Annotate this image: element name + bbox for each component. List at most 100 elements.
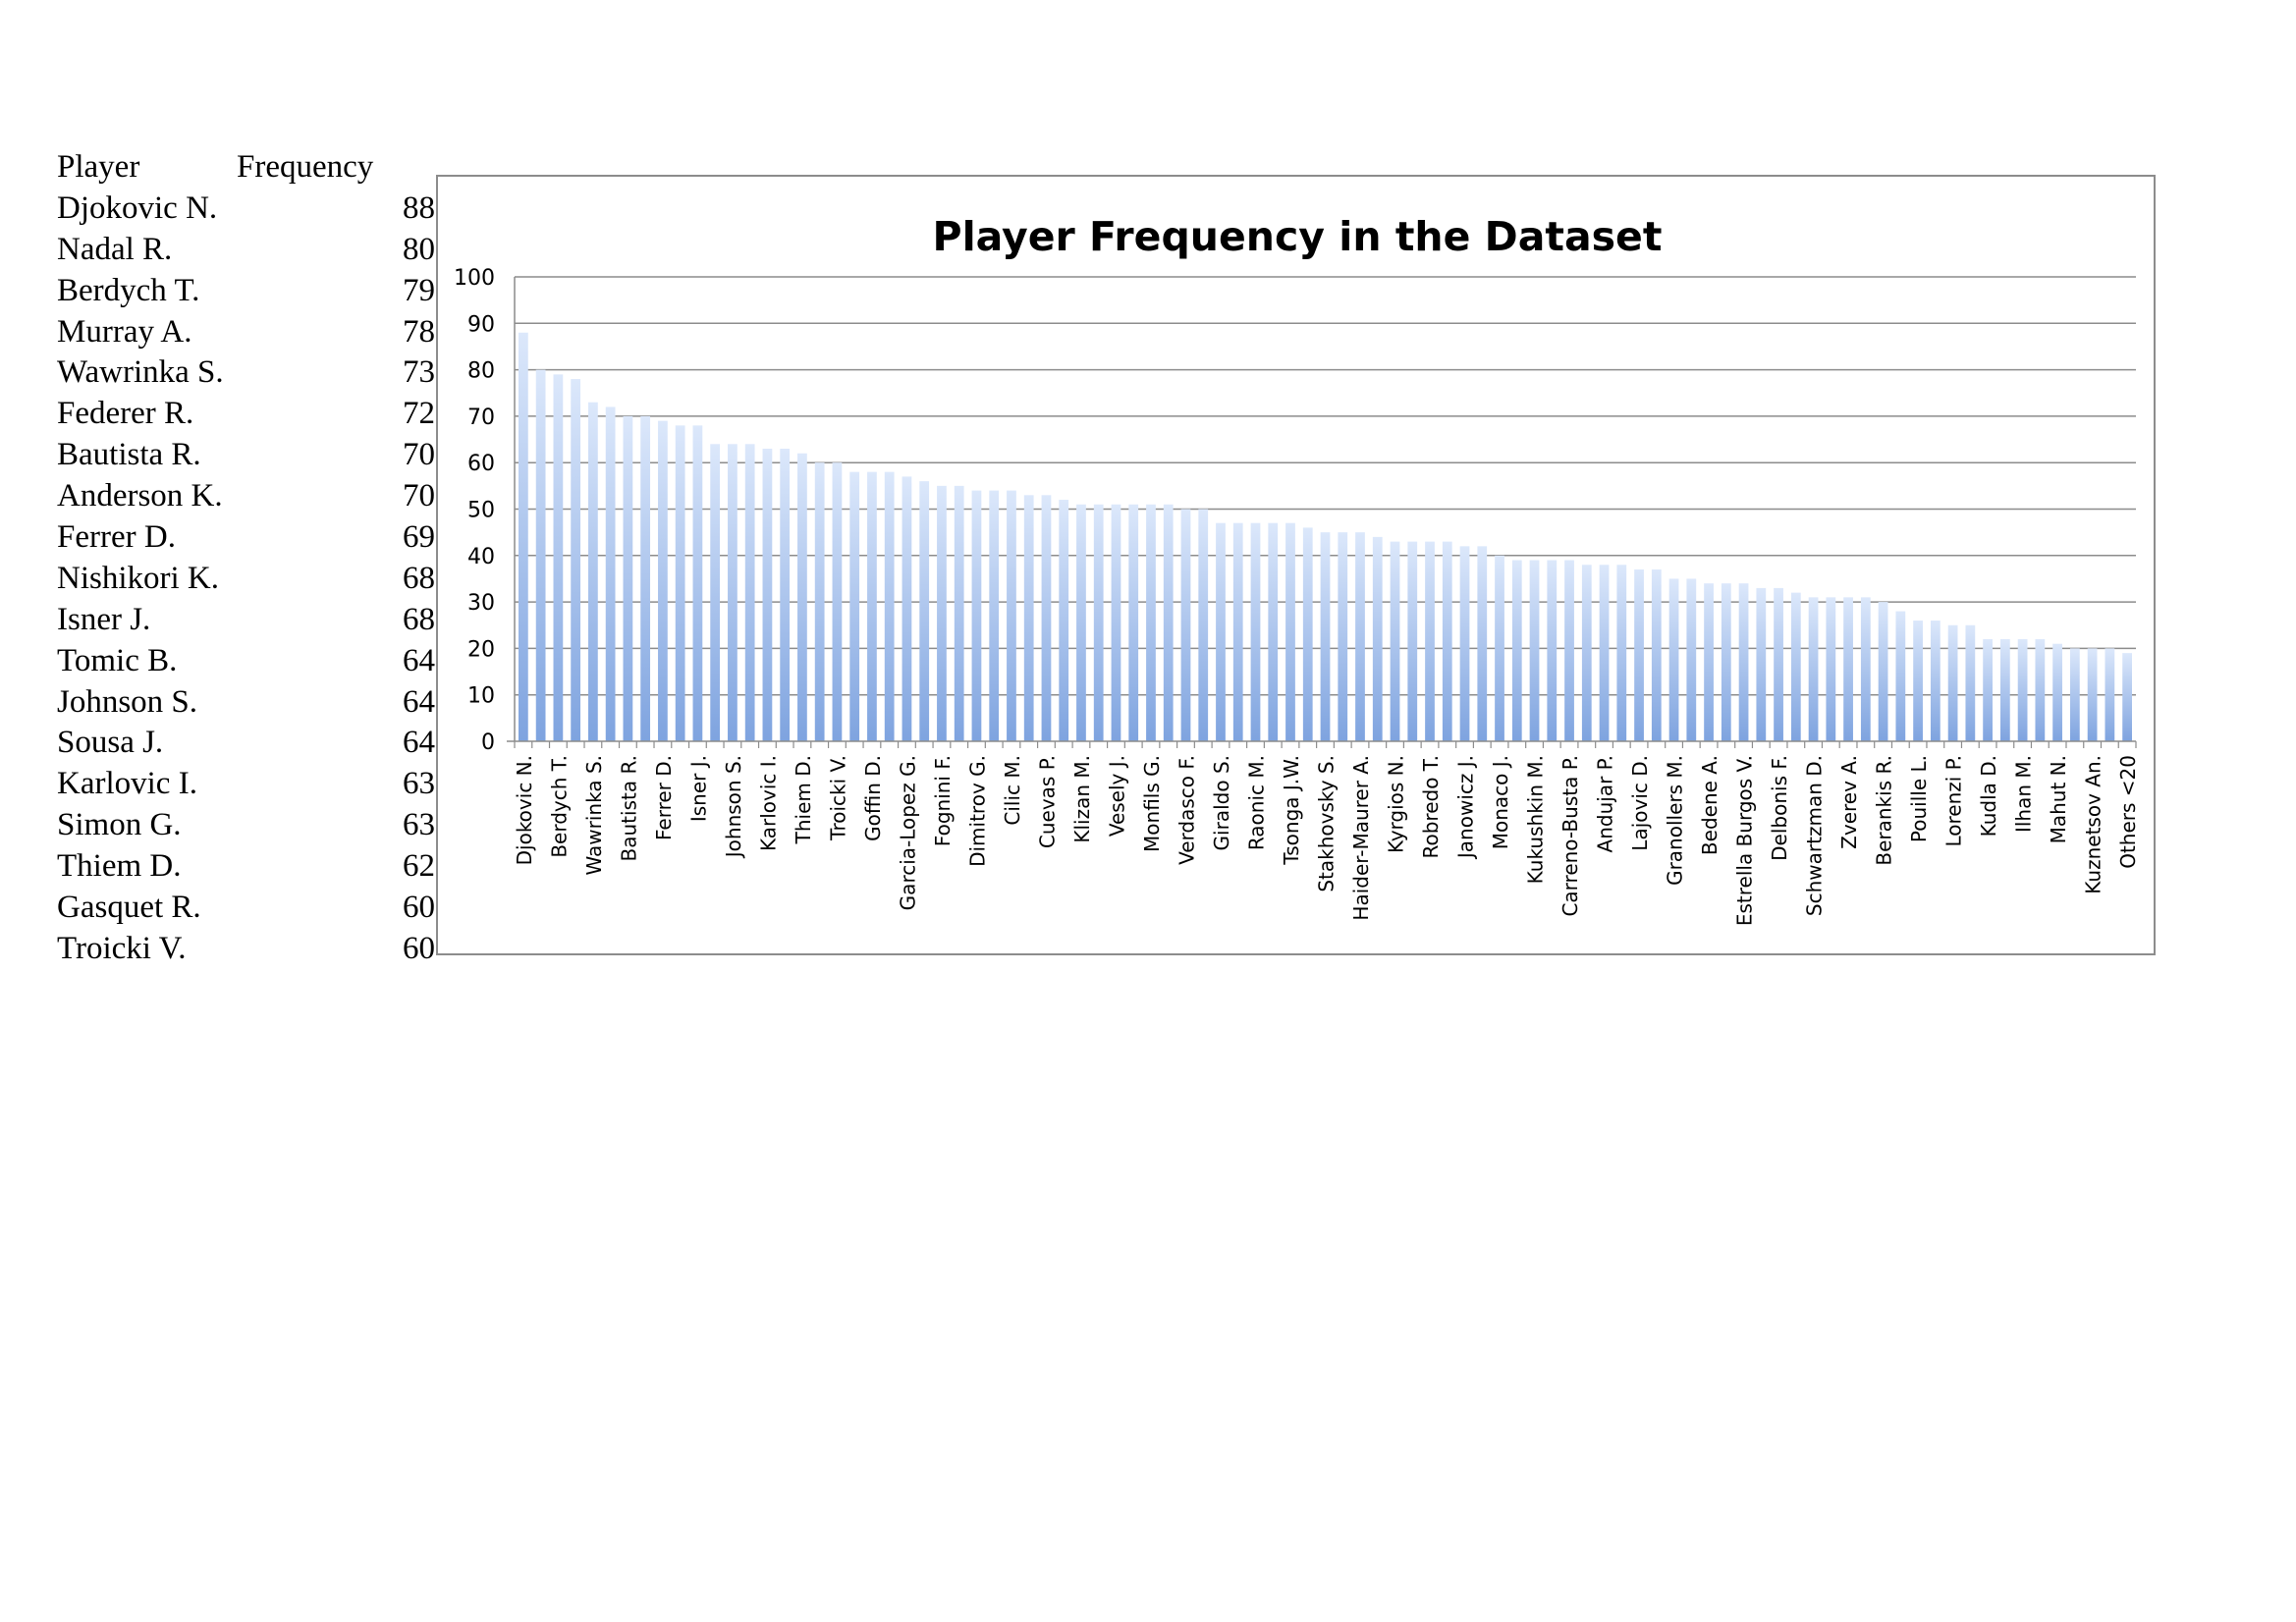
bar [902,476,912,741]
table-cell-frequency: 70 [403,478,435,514]
bar [1076,504,1086,741]
table-cell-frequency: 64 [403,683,435,720]
bar [640,415,651,741]
bar [728,444,738,741]
bar [1651,568,1662,741]
table-row: Federer R. 72 [57,394,435,435]
x-tick-label: Berankis R. [1873,755,1896,866]
bar [1093,504,1104,741]
y-tick-label: 50 [467,499,495,523]
bar [1913,621,1923,741]
bar [1564,560,1574,741]
table-row: Karlovic I. 63 [57,764,435,805]
bar [1529,560,1540,741]
table-cell-player: Karlovic I. [57,766,197,802]
bar [1495,555,1504,741]
bar-chart: Player Frequency in the Dataset 0 10 20 30 4… [454,213,2140,926]
x-tick-label: Lajovic D. [1628,755,1652,851]
y-tick-label: 70 [467,406,495,430]
table-header-row: Player Frequency [57,147,420,189]
bar [1947,624,1958,741]
table-cell-frequency: 73 [403,354,435,391]
table-cell-frequency: 79 [403,272,435,308]
y-tick-label: 80 [467,359,495,384]
x-tick-label: Kukushkin M. [1524,755,1548,884]
bar [1163,504,1174,741]
table-row: Sousa J. 64 [57,723,435,764]
table-cell-frequency: 60 [403,890,435,926]
bar [1477,546,1488,741]
x-tick-label: Delbonis F. [1768,755,1791,861]
table-cell-player: Tomic B. [57,642,178,678]
table-row: Berdych T. 79 [57,271,435,312]
bar [1372,536,1383,741]
bar [1111,504,1121,741]
bar [1459,546,1470,741]
bar [1668,578,1679,741]
table-cell-player: Bautista R. [57,437,201,473]
x-tick-label: Monfils G. [1140,755,1164,852]
bar [1930,621,1941,741]
bar [571,379,581,741]
bar [1425,541,1435,741]
bar [1216,522,1226,741]
x-axis-tick-labels: Djokovic N. Berdych T. Wawrinka S. Bautista… [513,741,2140,926]
x-tick-label: Stakhovsky S. [1315,755,1339,892]
bar [849,471,860,741]
x-tick-label: Klizan M. [1070,755,1094,843]
table-row: Troicki V. 60 [57,929,435,970]
table-row: Nishikori K. 68 [57,559,435,600]
table-cell-frequency: 88 [403,189,435,226]
x-tick-label: Berdych T. [547,755,571,858]
bar [1320,532,1331,741]
bar [675,425,685,741]
bar [2087,648,2098,741]
x-tick-label: Kyrgios N. [1385,755,1408,853]
bar [1023,495,1034,741]
x-tick-label: Vesely J. [1105,755,1128,837]
y-tick-label: 10 [467,684,495,709]
x-tick-label: Cuevas P. [1035,755,1059,848]
table-row: Anderson K. 70 [57,476,435,517]
bar [1965,624,1976,741]
bar [1007,490,1016,741]
x-tick-label: Andujar P. [1594,755,1617,852]
x-tick-label: Kudla D. [1977,755,2000,837]
bar [1581,565,1592,741]
x-tick-label: Others <20 [2116,755,2140,869]
table-cell-player: Gasquet R. [57,890,201,926]
table-cell-player: Thiem D. [57,848,182,885]
table-cell-player: Simon G. [57,807,182,843]
x-tick-label: Ilhan M. [2012,755,2036,833]
bar [1686,578,1697,741]
bar [1826,597,1836,741]
table-cell-frequency: 68 [403,601,435,637]
bar [1738,583,1749,741]
x-tick-label: Cilic M. [1001,755,1024,826]
table-cell-frequency: 63 [403,807,435,843]
x-tick-label: Troicki V. [826,755,849,841]
table-cell-player: Anderson K. [57,478,223,514]
bar [797,453,807,741]
bar [553,374,564,741]
bar [989,490,1000,741]
table-row: Simon G. 63 [57,805,435,846]
bar [2035,638,2046,741]
y-tick-label: 100 [454,266,495,291]
table-cell-frequency: 63 [403,766,435,802]
bar [1634,568,1644,741]
bar [1774,587,1783,741]
x-tick-label: Mahut N. [2047,755,2070,843]
table-cell-frequency: 80 [403,231,435,267]
x-tick-label: Tsonga J.W. [1280,755,1303,866]
table-cell-player: Isner J. [57,601,151,637]
bar [535,369,546,741]
table-cell-player: Djokovic N. [57,189,218,226]
table-row: Gasquet R. 60 [57,888,435,929]
bar [1285,522,1295,741]
table-cell-player: Berdych T. [57,272,200,308]
bar [1390,541,1400,741]
table-cell-player: Nishikori K. [57,560,219,596]
y-tick-label: 30 [467,591,495,616]
x-tick-label: Giraldo S. [1210,755,1233,850]
